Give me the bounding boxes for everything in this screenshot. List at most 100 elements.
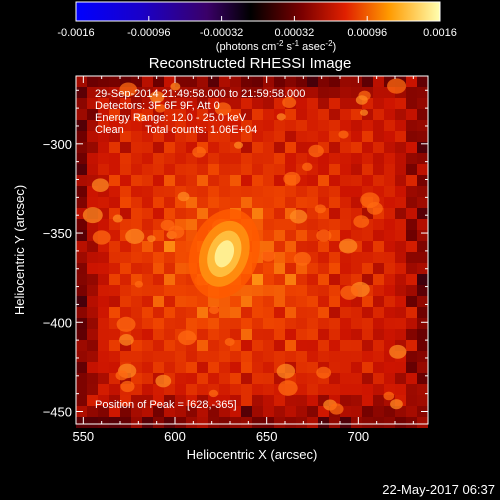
heatmap-cell [263,186,274,197]
heatmap-cell [131,296,142,307]
heatmap-cell [131,373,142,384]
heatmap-cell [263,142,274,153]
heatmap-cell [153,153,164,164]
heatmap-cell [175,417,186,428]
heatmap-cell [219,362,230,373]
heatmap-cell [406,219,417,230]
heatmap-cell [120,351,131,362]
heatmap-cell [153,131,164,142]
heatmap-cell [263,263,274,274]
heatmap-cell [417,362,428,373]
heatmap-cell [417,263,428,274]
heatmap-cell [340,274,351,285]
heatmap-cell [186,109,197,120]
heatmap-cell [208,329,219,340]
heatmap-cell [318,395,329,406]
heatmap-cell [329,87,340,98]
heatmap-cell [406,296,417,307]
heatmap-cell [417,197,428,208]
heatmap-cell [241,120,252,131]
heatmap-cell [98,395,109,406]
heatmap-cell [109,285,120,296]
heatmap-cell [274,208,285,219]
heatmap-cell [296,384,307,395]
heatmap-cell [351,351,362,362]
heatmap-cell [153,109,164,120]
heatmap-cell [98,164,109,175]
heatmap-cell [384,252,395,263]
heatmap-cell [76,373,87,384]
heatmap-cell [351,406,362,417]
heatmap-cell [329,76,340,87]
heatmap-cell [329,120,340,131]
heatmap-cell [384,406,395,417]
heatmap-cell [373,384,384,395]
heatmap-cell [76,120,87,131]
heatmap-cell [208,197,219,208]
x-tick-label: 650 [256,429,278,444]
heatmap-cell [241,362,252,373]
heatmap-blob [302,162,313,172]
heatmap-cell [197,87,208,98]
heatmap-cell [406,362,417,373]
heatmap-cell [230,351,241,362]
annotation-clean: Clean [95,124,124,136]
heatmap-cell [219,131,230,142]
heatmap-cell [307,208,318,219]
heatmap-cell [417,175,428,186]
heatmap-cell [362,164,373,175]
heatmap-cell [406,175,417,186]
heatmap-cell [164,153,175,164]
heatmap-cell [98,197,109,208]
heatmap-cell [351,142,362,153]
heatmap-cell [340,109,351,120]
heatmap-cell [109,263,120,274]
heatmap-cell [417,296,428,307]
heatmap-cell [307,296,318,307]
heatmap-cell [208,98,219,109]
heatmap-cell [120,395,131,406]
heatmap-cell [241,87,252,98]
heatmap-cell [395,219,406,230]
heatmap-cell [252,120,263,131]
heatmap-cell [76,241,87,252]
heatmap-cell [252,87,263,98]
heatmap-cell [76,208,87,219]
heatmap-cell [362,186,373,197]
colorbar-gradient [76,2,440,21]
heatmap-cell [285,208,296,219]
heatmap-cell [120,417,131,428]
heatmap-cell [98,329,109,340]
heatmap-cell [395,274,406,285]
heatmap-cell [153,384,164,395]
heatmap-cell [142,153,153,164]
heatmap-cell [153,417,164,428]
heatmap-blob [389,344,407,359]
heatmap-cell [197,340,208,351]
heatmap-cell [296,219,307,230]
heatmap-cell [120,296,131,307]
heatmap-cell [340,384,351,395]
heatmap-cell [186,230,197,241]
heatmap-cell [109,120,120,131]
heatmap-blob [120,380,135,393]
heatmap-cell [373,87,384,98]
colorbar-tick-label: 0.00032 [275,27,315,39]
heatmap-cell [208,340,219,351]
heatmap-cell [87,241,98,252]
heatmap-cell [307,351,318,362]
heatmap-cell [307,197,318,208]
heatmap-cell [219,329,230,340]
heatmap-cell [208,131,219,142]
heatmap-cell [76,274,87,285]
heatmap-cell [109,109,120,120]
heatmap-cell [230,76,241,87]
annotation-peak: Position of Peak = [628,-365] [95,399,237,411]
annotation-detectors: Detectors: 3F 6F 9F, Att 0 [95,100,220,112]
heatmap-cell [362,296,373,307]
heatmap-cell [76,164,87,175]
heatmap-cell [285,373,296,384]
heatmap-cell [164,197,175,208]
heatmap-cell [153,307,164,318]
colorbar-tick-label: 0.0016 [423,27,457,39]
